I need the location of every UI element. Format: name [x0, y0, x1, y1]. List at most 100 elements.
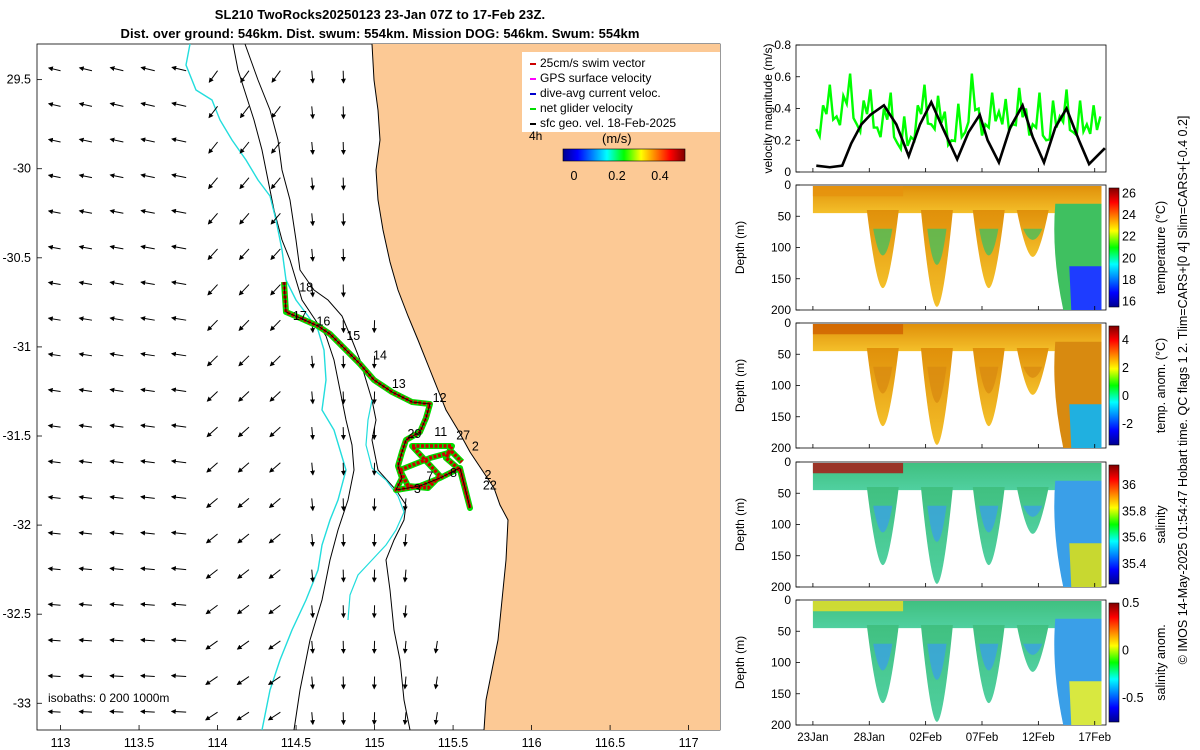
sfc-velocity-arrow	[170, 566, 187, 572]
sfc-velocity-arrow	[309, 569, 315, 583]
sfc-velocity-arrow	[78, 709, 92, 715]
sfc-velocity-arrow	[78, 173, 93, 179]
sfc-velocity-arrow	[270, 212, 281, 225]
speed-colorbar-tick-label: 0.4	[651, 169, 668, 183]
sfc-velocity-arrow	[140, 316, 155, 322]
sfc-velocity-arrow	[269, 462, 281, 473]
sfc-velocity-arrow	[47, 709, 61, 715]
panel-y-label: Depth (m)	[733, 636, 747, 689]
speed-colorbar-ticks: 0 0.2 0.4	[571, 169, 669, 183]
sfc-velocity-arrow	[309, 676, 315, 690]
panel-y-tick-label: 100	[771, 241, 791, 255]
sfc-velocity-arrow	[402, 533, 408, 547]
sfc-velocity-arrow	[109, 637, 124, 643]
time-tick-label: 02Feb	[909, 732, 942, 744]
sfc-velocity-arrow	[237, 533, 250, 544]
sfc-velocity-arrow	[78, 244, 93, 250]
sfc-velocity-arrow	[78, 352, 93, 357]
sfc-geo-vel-series	[816, 99, 1106, 169]
sfc-velocity-arrow	[47, 602, 61, 608]
map-y-tick-label: -30	[13, 162, 31, 176]
panel-y-label: Depth (m)	[733, 359, 747, 412]
sfc-velocity-arrow	[78, 637, 92, 643]
section-dive-core	[979, 366, 999, 394]
section-dive-core	[979, 643, 999, 671]
map-x-tick-label: 117	[679, 736, 699, 750]
sfc-velocity-arrow	[109, 209, 124, 214]
isobath-cyan-inner	[347, 399, 405, 621]
sfc-velocity-arrow	[140, 459, 155, 464]
sfc-velocity-arrow	[170, 530, 187, 536]
sfc-velocity-arrow	[271, 141, 281, 154]
section-dive-core	[1023, 228, 1043, 240]
sfc-velocity-arrow	[109, 566, 124, 572]
map-x-axis: 113 113.5 114 114.5 115 115.5 116 116.5 117	[51, 725, 699, 750]
track-day-label: 12	[433, 391, 447, 405]
track-day-label: 22	[483, 478, 497, 492]
sfc-velocity-arrow	[433, 676, 439, 690]
sfc-velocity-arrow	[238, 319, 250, 331]
sfc-velocity-arrow	[239, 141, 250, 154]
sfc-velocity-arrow	[140, 208, 155, 214]
sfc-velocity-arrow	[109, 137, 124, 143]
map-y-tick-label: -33	[13, 696, 31, 710]
sfc-velocity-arrow	[207, 248, 218, 261]
panel-y-tick-label: 0.8	[774, 38, 791, 52]
sfc-velocity-arrow	[208, 70, 218, 83]
sfc-velocity-arrow	[309, 213, 315, 227]
section-dive-core	[873, 505, 893, 533]
sfc-velocity-arrow	[205, 640, 218, 650]
sfc-velocity-arrow	[206, 462, 218, 473]
sfc-velocity-arrow	[109, 423, 124, 429]
track-day-label: 14	[373, 348, 387, 362]
sfc-velocity-arrow	[309, 533, 315, 547]
time-tick-label: 07Feb	[966, 732, 999, 744]
sfc-velocity-arrow	[240, 70, 250, 83]
net-glider-velocity-series	[815, 73, 1102, 153]
sfc-velocity-arrow	[109, 173, 124, 179]
sfc-velocity-arrow	[78, 387, 93, 393]
track-day-label: 2	[472, 439, 479, 453]
sfc-velocity-arrow	[140, 66, 155, 72]
sfc-velocity-arrow	[47, 102, 61, 108]
sfc-velocity-arrow	[402, 605, 408, 619]
sfc-velocity-arrow	[237, 462, 250, 473]
isobath-1000m	[232, 43, 355, 731]
sfc-velocity-arrow	[47, 209, 61, 215]
map-legend-box	[522, 52, 720, 132]
panel-y-tick-label: 50	[778, 347, 792, 361]
panel-y-tick-label: 0	[784, 165, 791, 179]
sfc-velocity-arrow	[140, 601, 155, 607]
panel-colorbar-tick-label: 36	[1122, 478, 1136, 492]
legend-entry: net glider velocity	[540, 101, 633, 115]
sfc-velocity-arrow	[205, 533, 218, 544]
section-dive-core	[979, 228, 999, 256]
panel-colorbar-label: temperature (°C)	[1154, 201, 1168, 294]
sfc-velocity-arrow	[78, 423, 93, 429]
sfc-velocity-arrow	[170, 709, 187, 715]
sfc-velocity-arrow	[140, 423, 155, 429]
panel-colorbar-tick-label: 16	[1122, 295, 1136, 309]
track-day-label: 13	[392, 377, 406, 391]
panel-y-tick-label: 200	[771, 441, 791, 455]
panel-colorbar-tick-label: 20	[1122, 251, 1136, 265]
panel-y-tick-label: 0.6	[774, 70, 791, 84]
section-top-layer	[812, 186, 904, 197]
sfc-velocity-arrow	[208, 177, 218, 190]
sfc-velocity-arrow	[171, 65, 187, 72]
sfc-velocity-arrow	[270, 248, 281, 261]
sfc-velocity-arrow	[205, 676, 218, 686]
sfc-velocity-arrow	[309, 498, 315, 512]
sfc-velocity-arrow	[238, 284, 250, 296]
map-x-tick-label: 114	[208, 736, 228, 750]
isobaths-label: isobaths: 0 200 1000m	[48, 691, 169, 705]
section-dive-core	[873, 228, 893, 256]
time-tick-label: 17Feb	[1078, 732, 1111, 744]
time-axis: 23Jan 28Jan 02Feb 07Feb 12Feb 17Feb	[797, 168, 1111, 744]
sfc-velocity-arrow	[109, 66, 124, 72]
coastline	[371, 43, 509, 731]
map-y-axis: 29.5 -30 -30.5 -31 -31.5 -32 -32.5 -33	[3, 73, 42, 710]
panel-colorbar-tick-label: 22	[1122, 230, 1136, 244]
sfc-velocity-arrow	[170, 423, 187, 429]
